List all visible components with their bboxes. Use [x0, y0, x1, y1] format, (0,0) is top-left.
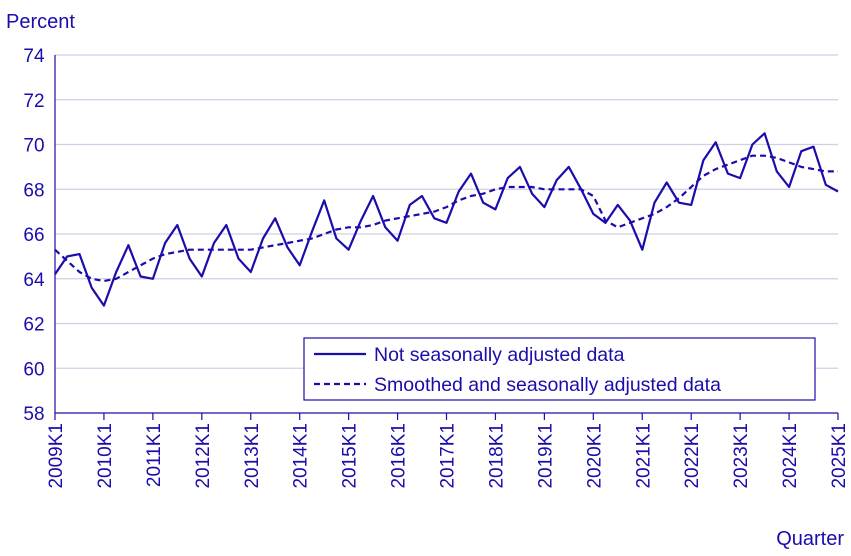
y-tick-label: 66	[23, 225, 44, 246]
x-tick-label: 2016K1	[389, 423, 410, 489]
x-tick-label: 2019K1	[535, 423, 556, 489]
x-tick-label: 2018K1	[486, 423, 507, 489]
legend-label-smoothed-seasonally-adjusted: Smoothed and seasonally adjusted data	[374, 374, 721, 396]
x-tick-label: 2010K1	[95, 423, 116, 489]
x-tick-label: 2013K1	[242, 423, 263, 489]
x-tick-label: 2009K1	[46, 423, 67, 489]
x-tick-label: 2011K1	[144, 423, 165, 487]
legend-label-not-seasonally-adjusted: Not seasonally adjusted data	[374, 344, 625, 366]
x-tick-label: 2025K1	[829, 423, 850, 489]
y-tick-label: 72	[23, 91, 44, 112]
x-tick-label: 2012K1	[193, 423, 214, 489]
y-tick-label: 70	[23, 136, 44, 157]
x-tick-label: 2024K1	[780, 423, 801, 489]
y-tick-label: 68	[23, 180, 44, 201]
y-tick-label: 58	[23, 404, 44, 425]
x-tick-label: 2022K1	[682, 423, 703, 489]
legend-box	[303, 337, 816, 401]
y-tick-label: 60	[23, 359, 44, 380]
x-axis-label: Quarter	[776, 528, 844, 550]
axes	[54, 55, 838, 414]
series-line-2	[54, 154, 838, 283]
gridlines	[55, 54, 838, 369]
x-tick-label: 2021K1	[633, 423, 654, 489]
y-tick-label: 64	[23, 270, 45, 291]
series-lines	[54, 132, 839, 307]
x-tick-label: 2015K1	[340, 423, 361, 489]
legend: Not seasonally adjusted data Smoothed an…	[303, 337, 816, 401]
y-axis-ticks: 58 60 62 64 66 68 70 72 74	[23, 46, 45, 425]
series-line-1	[54, 132, 839, 307]
y-tick-label: 62	[23, 315, 44, 336]
y-tick-label: 74	[23, 46, 45, 67]
x-tick-label: 2014K1	[291, 423, 312, 489]
y-axis-label: Percent	[6, 11, 75, 33]
x-tick-label: 2017K1	[438, 423, 459, 489]
x-axis-ticks: 2009K1 2010K1 2011K1 2012K1 2013K1 2014K1 2015…	[46, 413, 850, 489]
x-tick-label: 2023K1	[731, 423, 752, 489]
x-tick-label: 2020K1	[584, 423, 605, 489]
